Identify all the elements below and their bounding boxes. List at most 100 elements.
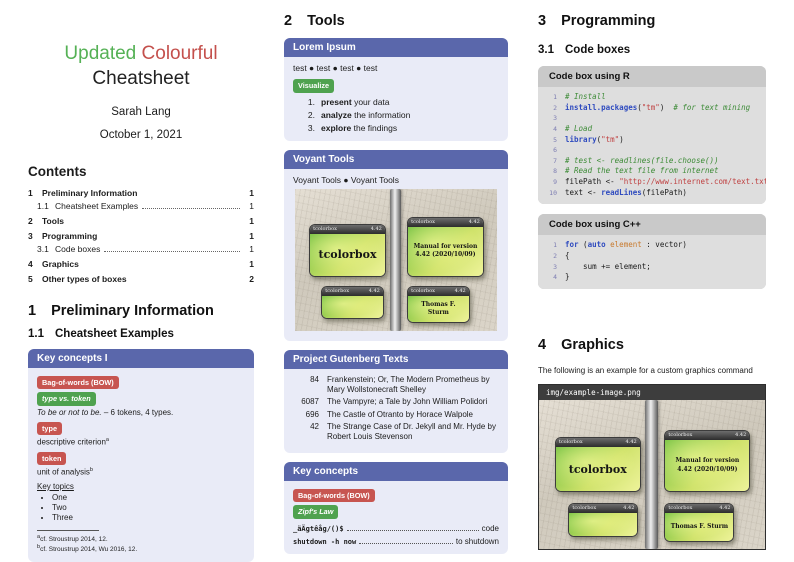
mini-title-left: tcolorbox <box>668 431 693 438</box>
code-token: install.packages <box>565 102 638 112</box>
voyant-tools-box: Voyant Tools Voyant Tools ● Voyant Tools… <box>284 149 508 341</box>
bow-badge: Bag-of-words (BOW) <box>293 488 375 503</box>
line-number: 5 <box>553 135 557 144</box>
section-number: 2 <box>284 13 293 29</box>
numbered-item-3: 3. explore the findings <box>293 123 499 133</box>
section-number: 1 <box>28 302 37 319</box>
item-rest: your data <box>351 96 390 107</box>
column-middle: 2 Tools Lorem Ipsum test ● test ● test ●… <box>284 0 508 554</box>
text-id: 42 <box>310 422 319 432</box>
column-right: 3 Programming 3.1 Code boxes Code box us… <box>538 0 766 550</box>
numbered-item-1: 1. present your data <box>293 97 499 107</box>
mini-titlebar: tcolorbox 4.42 <box>322 287 383 297</box>
mini-title-right: 4.42 <box>468 218 480 225</box>
code-token: element <box>610 240 642 250</box>
gutenberg-row: 42 The Strange Case of Dr. Jekyll and Mr… <box>293 422 499 443</box>
toc-page-number: 1 <box>249 216 254 226</box>
toc-entry-1-1[interactable]: 1.1 Cheatsheet Examples 1 <box>28 200 254 212</box>
key-topics-label: Key topics <box>37 481 74 491</box>
document-subtitle: Cheatsheet <box>92 67 190 89</box>
line-number: 3 <box>553 114 557 123</box>
key-concepts-1-box: Key concepts I Bag-of-words (BOW) type v… <box>28 348 254 562</box>
gutenberg-row: 84 Frankenstein; Or, The Modern Promethe… <box>293 375 499 396</box>
mini-title-left: tcolorbox <box>572 504 597 511</box>
text-id: 696 <box>305 409 319 419</box>
box-body: test ● test ● test ● test Visualize 1. p… <box>284 57 508 141</box>
code-token: ( <box>578 240 588 250</box>
empty-green-box: tcolorbox 4.42 <box>568 502 639 538</box>
type-token-example: To be or not to be. – 6 tokens, 4 types. <box>37 408 245 417</box>
box-header: Project Gutenberg Texts <box>284 349 508 369</box>
dotted-entry: _äÄgtêåg/()$ code <box>293 524 499 533</box>
line-number: 6 <box>553 146 557 155</box>
line-number: 4 <box>553 273 557 282</box>
toc-entry-4[interactable]: 4 Graphics 1 <box>28 258 254 270</box>
box-header: Key concepts <box>284 461 508 481</box>
code-line: 10 text <- readLines(filePath) <box>546 188 758 199</box>
section-1-heading: 1 Preliminary Information <box>28 303 254 319</box>
bow-badge: Bag-of-words (BOW) <box>37 375 119 390</box>
section-title: Preliminary Information <box>51 302 214 319</box>
code-token: ( <box>596 134 602 144</box>
code-text <box>565 113 570 124</box>
toc-number: 5 <box>28 274 33 285</box>
item-number: 3. <box>307 122 315 133</box>
code-text: # Load <box>565 124 592 135</box>
toc-page-number: 1 <box>249 231 254 242</box>
code-token: filePath <- <box>565 177 620 187</box>
code-listing: 1 # Install 2 install.packages("tm") # for … <box>538 87 766 205</box>
tcolorbox-title-box: tcolorbox 4.42 tcolorbox <box>309 224 386 277</box>
mini-titlebar: tcolorbox 4.42 <box>665 503 734 513</box>
mini-title-right: 4.42 <box>719 504 731 511</box>
manual-version-box: tcolorbox 4.42 Manual for version 4.42 (… <box>664 429 751 493</box>
code-text: # Install <box>565 92 606 103</box>
code-token: ) <box>659 102 665 112</box>
line-number: 8 <box>553 167 557 176</box>
text-id: 6087 <box>301 397 319 407</box>
toc-entry-3[interactable]: 3 Programming 1 <box>28 230 254 242</box>
key-topics-list: One Two Three <box>37 493 245 522</box>
code-line: 3 <box>546 113 758 124</box>
toc-page-number: 1 <box>249 188 254 199</box>
item-keyword: present <box>321 96 352 107</box>
toc-entry-2[interactable]: 2 Tools 1 <box>28 215 254 227</box>
toc-page-number: 1 <box>249 243 254 254</box>
toc-entry-1[interactable]: 1 Preliminary Information 1 <box>28 187 254 199</box>
code-token: (filePath) <box>641 187 687 197</box>
box-header: Key concepts I <box>28 348 254 368</box>
toc-entry-5[interactable]: 5 Other types of boxes 2 <box>28 273 254 285</box>
toc-entry-3-1[interactable]: 3.1 Code boxes 1 <box>28 243 254 255</box>
toc-page-number: 2 <box>249 274 254 285</box>
lorem-ipsum-box: Lorem Ipsum test ● test ● test ● test Vi… <box>284 38 508 141</box>
section-number: 1.1 <box>28 327 44 340</box>
column-left: Updated Colourful Cheatsheet Sarah Lang … <box>28 0 254 562</box>
code-token: ) <box>619 134 624 144</box>
section-number: 4 <box>538 336 547 353</box>
section-number: 3.1 <box>538 44 554 56</box>
dot-leader <box>359 542 453 544</box>
code-text: for (auto element : vector) <box>565 240 687 251</box>
center-divider-bar <box>645 399 658 549</box>
footnote-marker-b: b <box>89 467 93 474</box>
dot-leader <box>346 529 479 531</box>
code-line: 4} <box>546 272 758 283</box>
text-title: The Strange Case of Dr. Jekyll and Mr. H… <box>327 422 496 442</box>
author-text: Thomas F. Sturm <box>665 513 733 541</box>
entry-description: code <box>481 523 499 533</box>
item-keyword: explore <box>321 122 352 133</box>
toc-number: 2 <box>28 216 33 226</box>
manual-version-box: tcolorbox 4.42 Manual for version 4.42 (… <box>407 216 484 277</box>
code-token: for <box>565 240 579 250</box>
toc-page-number: 1 <box>249 200 254 211</box>
badge-row: type <box>37 420 245 437</box>
r-code-box: Code box using R 1 # Install 2 install.pack… <box>538 66 766 205</box>
footnote-b: bcf. Stroustrup 2014, Wu 2016, 12. <box>37 544 245 554</box>
dotted-entry: shutdown -h now to shutdown <box>293 537 499 546</box>
list-item: Two <box>52 503 245 512</box>
code-line: 5 library("tm") <box>546 135 758 146</box>
code-token: { <box>565 251 570 261</box>
toc-label: Other types of boxes <box>42 274 127 285</box>
mini-title-left: tcolorbox <box>411 288 435 295</box>
box-header: Lorem Ipsum <box>284 38 508 57</box>
code-line: 6 <box>546 145 758 156</box>
